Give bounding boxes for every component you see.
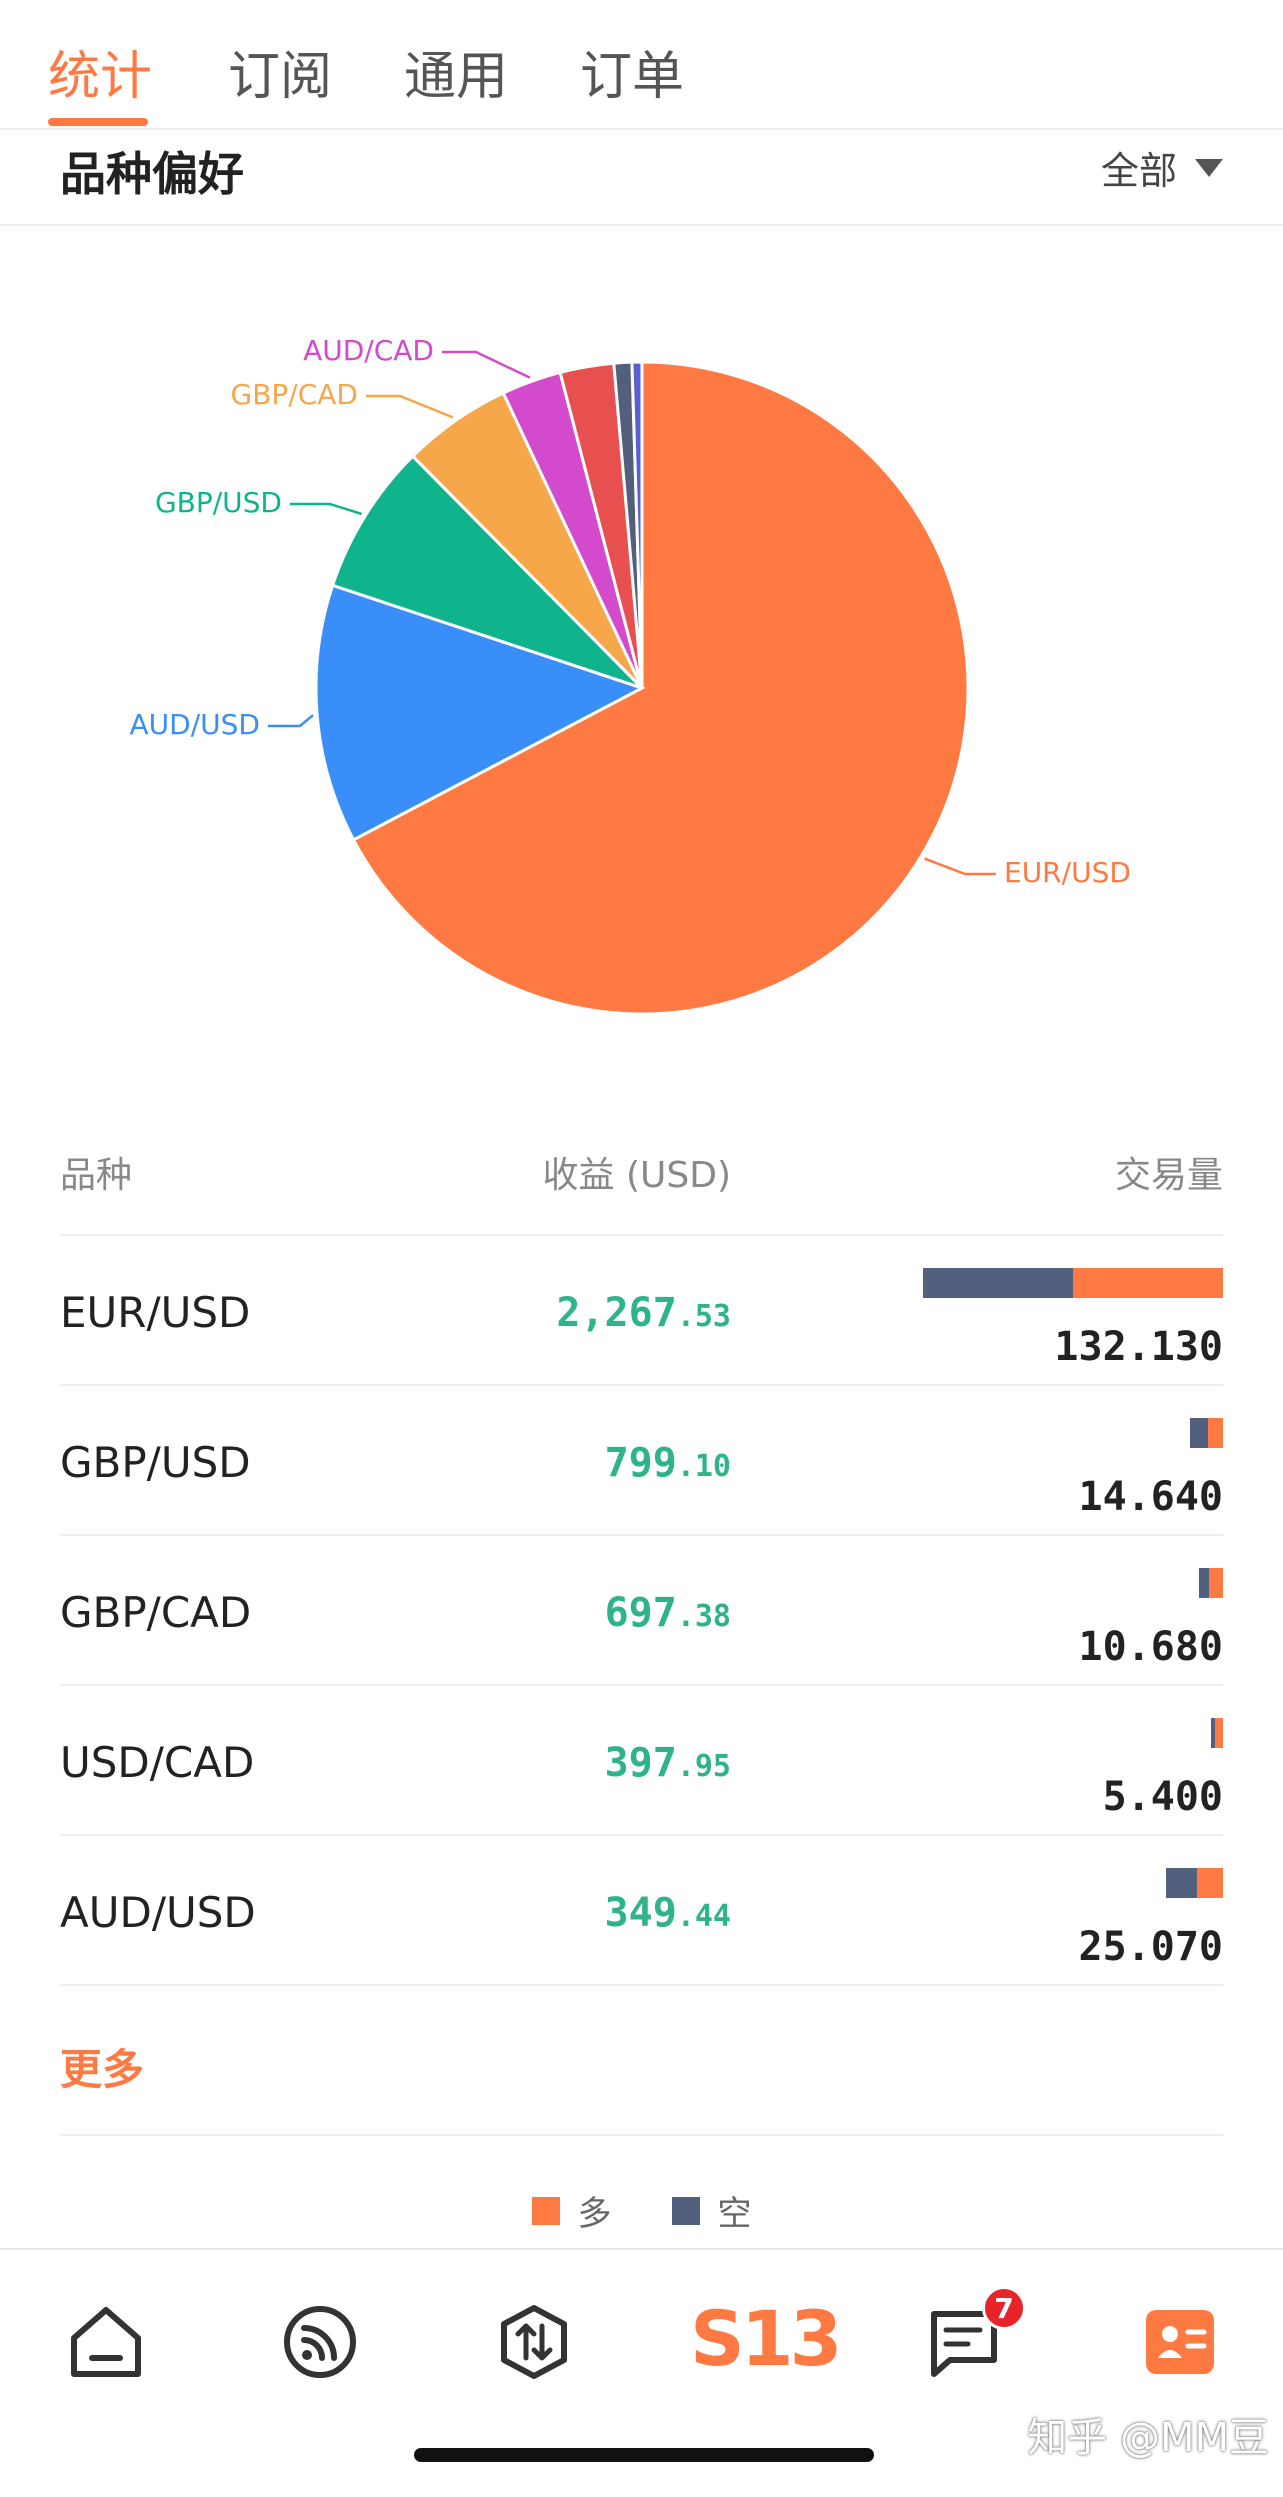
row-profit: 349.44 bbox=[605, 1890, 731, 1936]
short-segment bbox=[1166, 1868, 1198, 1898]
row-profit: 2,267.53 bbox=[556, 1290, 731, 1336]
volume-bar bbox=[1199, 1568, 1223, 1598]
profile-icon[interactable] bbox=[1140, 2302, 1220, 2382]
pie-label: AUD/USD bbox=[130, 708, 260, 741]
divider bbox=[60, 2134, 1223, 2136]
pie-slice-other-7[interactable] bbox=[630, 360, 644, 689]
profit-integer: 349 bbox=[604, 1890, 677, 1936]
tab-subscribe[interactable]: 订阅 bbox=[228, 47, 333, 107]
volume-bar bbox=[1166, 1868, 1223, 1898]
row-profit: 799.10 bbox=[605, 1440, 731, 1486]
pie-leader-line bbox=[442, 350, 531, 379]
profit-decimal: .38 bbox=[676, 1599, 731, 1634]
short-segment bbox=[1199, 1568, 1209, 1598]
volume-legend: 多 空 bbox=[0, 2186, 1283, 2235]
volume-bar bbox=[923, 1268, 1223, 1298]
table-row[interactable]: GBP/USD 799.10 14.640 bbox=[60, 1386, 1223, 1536]
table-row[interactable]: GBP/CAD 697.38 10.680 bbox=[60, 1536, 1223, 1686]
table-header: 品种 收益 (USD) 交易量 bbox=[60, 1140, 1223, 1236]
volume-bar bbox=[1190, 1418, 1223, 1448]
long-segment bbox=[1197, 1868, 1223, 1898]
home-indicator bbox=[414, 2448, 874, 2462]
trade-icon[interactable] bbox=[494, 2302, 574, 2382]
profit-decimal: .53 bbox=[676, 1299, 731, 1334]
header-volume: 交易量 bbox=[1114, 1155, 1223, 1196]
row-symbol: USD/CAD bbox=[60, 1738, 255, 1787]
row-volume: 25.070 bbox=[1078, 1924, 1224, 1970]
pie-label: EUR/USD bbox=[1004, 856, 1131, 889]
long-segment bbox=[1214, 1718, 1223, 1748]
header-symbol: 品种 bbox=[60, 1155, 133, 1196]
pie-slice-gbp-usd[interactable] bbox=[330, 454, 644, 690]
home-icon[interactable] bbox=[66, 2302, 146, 2382]
row-volume: 10.680 bbox=[1078, 1624, 1224, 1670]
table-row[interactable]: AUD/USD 349.44 25.070 bbox=[60, 1836, 1223, 1986]
s13-logo[interactable]: S13 bbox=[690, 2294, 842, 2383]
profit-decimal: .95 bbox=[676, 1749, 731, 1784]
filter-label: 全部 bbox=[1100, 149, 1177, 193]
pie-label: GBP/CAD bbox=[231, 378, 359, 411]
pie-leader-line bbox=[268, 714, 314, 728]
watermark: 知乎 @MM豆 bbox=[1027, 2415, 1269, 2461]
row-profit: 397.95 bbox=[605, 1740, 731, 1786]
long-segment bbox=[1073, 1268, 1223, 1298]
profit-integer: 397 bbox=[604, 1740, 677, 1786]
pie-slice-eur-usd[interactable] bbox=[351, 360, 970, 1016]
tab-stats[interactable]: 统计 bbox=[48, 47, 153, 107]
pie-label: AUD/CAD bbox=[303, 334, 434, 367]
legend-long-swatch bbox=[531, 2196, 560, 2225]
section-title: 品种偏好 bbox=[60, 147, 244, 201]
messages-badge: 7 bbox=[982, 2286, 1026, 2330]
active-tab-indicator bbox=[48, 118, 148, 126]
row-volume: 14.640 bbox=[1078, 1474, 1224, 1520]
pie-leader-line bbox=[290, 502, 363, 516]
profit-decimal: .44 bbox=[676, 1899, 731, 1934]
profit-integer: 2,267 bbox=[556, 1290, 677, 1336]
feed-icon[interactable] bbox=[280, 2302, 360, 2382]
legend-long: 多 bbox=[531, 2186, 612, 2235]
short-segment bbox=[1190, 1418, 1209, 1448]
filter-dropdown[interactable]: 全部 bbox=[1101, 140, 1223, 195]
pie-slice-aud-usd[interactable] bbox=[314, 583, 646, 842]
volume-bar bbox=[1211, 1718, 1223, 1748]
profit-integer: 697 bbox=[604, 1590, 677, 1636]
row-symbol: AUD/USD bbox=[60, 1888, 256, 1937]
legend-long-label: 多 bbox=[577, 2194, 612, 2234]
row-volume: 132.130 bbox=[1054, 1324, 1223, 1370]
row-symbol: GBP/USD bbox=[60, 1438, 251, 1487]
caret-down-icon bbox=[1195, 158, 1223, 177]
section-header: 品种偏好 全部 bbox=[0, 130, 1283, 226]
pie-leader-line bbox=[366, 394, 454, 419]
profit-decimal: .10 bbox=[676, 1449, 731, 1484]
header-profit: 收益 (USD) bbox=[542, 1155, 731, 1196]
tab-general[interactable]: 通用 bbox=[404, 47, 509, 107]
row-profit: 697.38 bbox=[605, 1590, 731, 1636]
pie-leader-line bbox=[924, 857, 996, 876]
table-row[interactable]: EUR/USD 2,267.53 132.130 bbox=[60, 1236, 1223, 1386]
row-symbol: EUR/USD bbox=[60, 1288, 251, 1337]
row-volume: 5.400 bbox=[1102, 1774, 1223, 1820]
symbol-preference-chart: EUR/USD AUD/USD GBP/USD GBP/CAD AUD/CAD bbox=[0, 226, 1283, 1106]
pie-chart: EUR/USD AUD/USD GBP/USD GBP/CAD AUD/CAD bbox=[130, 334, 1131, 1016]
profit-integer: 799 bbox=[604, 1440, 677, 1486]
table-row[interactable]: USD/CAD 397.95 5.400 bbox=[60, 1686, 1223, 1836]
pie-label: GBP/USD bbox=[155, 486, 282, 519]
long-segment bbox=[1208, 1568, 1223, 1598]
short-segment bbox=[923, 1268, 1073, 1298]
more-link[interactable]: 更多 bbox=[60, 2045, 145, 2094]
legend-short-swatch bbox=[671, 2196, 700, 2225]
row-symbol: GBP/CAD bbox=[60, 1588, 252, 1637]
top-tabs: 统计 订阅 通用 订单 bbox=[0, 0, 1283, 130]
short-segment bbox=[1211, 1718, 1215, 1748]
legend-short-label: 空 bbox=[717, 2194, 752, 2234]
legend-short: 空 bbox=[671, 2186, 752, 2235]
tab-orders[interactable]: 订单 bbox=[580, 47, 685, 107]
long-segment bbox=[1208, 1418, 1223, 1448]
